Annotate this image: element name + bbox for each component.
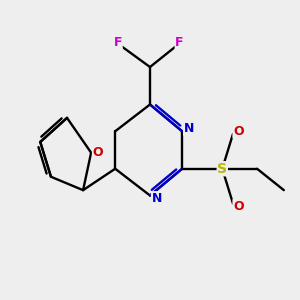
Text: N: N xyxy=(184,122,194,135)
Text: S: S xyxy=(217,162,227,176)
Text: N: N xyxy=(152,192,162,205)
Text: O: O xyxy=(92,146,103,159)
Text: O: O xyxy=(233,125,244,138)
Text: F: F xyxy=(175,36,184,50)
Text: F: F xyxy=(114,36,122,50)
Text: O: O xyxy=(233,200,244,213)
